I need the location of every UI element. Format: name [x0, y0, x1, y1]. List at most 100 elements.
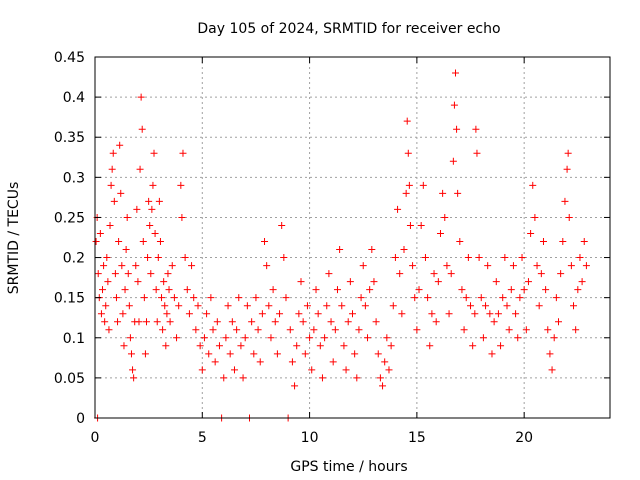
data-point — [342, 366, 350, 374]
data-point — [464, 254, 472, 262]
data-point — [104, 278, 112, 286]
data-point — [114, 318, 122, 326]
data-point — [115, 238, 123, 246]
data-point — [449, 157, 457, 165]
data-point — [344, 318, 352, 326]
data-point — [490, 318, 498, 326]
data-point — [529, 181, 537, 189]
data-point — [108, 165, 116, 173]
data-point — [563, 165, 571, 173]
data-point — [235, 294, 243, 302]
data-point — [215, 342, 223, 350]
data-point — [477, 294, 485, 302]
data-point — [387, 342, 395, 350]
data-point — [552, 294, 560, 302]
data-point — [190, 294, 198, 302]
data-point — [550, 334, 558, 342]
data-point — [269, 286, 277, 294]
data-point — [141, 350, 149, 358]
data-point — [129, 366, 137, 374]
data-point — [267, 334, 275, 342]
data-point — [443, 262, 451, 270]
data-point — [116, 141, 124, 149]
data-points — [92, 69, 590, 422]
data-point — [329, 358, 337, 366]
data-point — [557, 270, 565, 278]
data-point — [450, 101, 458, 109]
data-point — [99, 286, 107, 294]
x-tick-label: 0 — [91, 430, 100, 446]
data-point — [403, 117, 411, 125]
data-point — [391, 254, 399, 262]
data-point — [110, 197, 118, 205]
data-point — [135, 318, 143, 326]
data-point — [486, 310, 494, 318]
data-point — [372, 318, 380, 326]
data-point — [200, 334, 208, 342]
data-point — [149, 181, 157, 189]
data-point — [430, 270, 438, 278]
data-point — [475, 254, 483, 262]
data-point — [453, 125, 461, 133]
data-point — [205, 350, 213, 358]
data-point — [574, 286, 582, 294]
data-point — [436, 229, 444, 237]
data-point — [164, 270, 172, 278]
data-point — [243, 302, 251, 310]
data-point — [473, 149, 481, 157]
data-point — [126, 334, 134, 342]
data-point — [166, 318, 174, 326]
data-point — [346, 278, 354, 286]
data-point — [561, 197, 569, 205]
y-tick-label: 0.4 — [63, 90, 85, 106]
data-point — [228, 318, 236, 326]
data-point — [134, 278, 142, 286]
data-point — [570, 302, 578, 310]
data-point — [572, 326, 580, 334]
data-point — [507, 286, 515, 294]
data-point — [140, 294, 148, 302]
data-point — [125, 302, 133, 310]
data-point — [107, 181, 115, 189]
y-tick-label: 0.1 — [63, 331, 85, 347]
y-tick-label: 0.35 — [54, 130, 85, 146]
plot-frame — [94, 56, 611, 419]
data-point — [306, 334, 314, 342]
data-point — [94, 270, 102, 278]
data-point — [185, 310, 193, 318]
data-point — [509, 262, 517, 270]
data-point — [150, 149, 158, 157]
data-point — [175, 302, 183, 310]
data-point — [353, 374, 361, 382]
y-tick-label: 0.45 — [54, 50, 85, 66]
data-point — [458, 286, 466, 294]
data-point — [239, 374, 247, 382]
data-point — [112, 294, 120, 302]
data-point — [469, 342, 477, 350]
data-point — [548, 366, 556, 374]
data-point — [155, 197, 163, 205]
data-point — [250, 350, 258, 358]
y-tick-label: 0.2 — [63, 251, 85, 267]
data-point — [314, 310, 322, 318]
data-point — [120, 342, 128, 350]
data-point — [276, 310, 284, 318]
data-point — [194, 302, 202, 310]
data-point — [188, 262, 196, 270]
data-point — [109, 149, 117, 157]
data-point — [454, 189, 462, 197]
data-point — [263, 262, 271, 270]
grid-layer — [95, 57, 610, 418]
data-point — [535, 302, 543, 310]
data-point — [213, 318, 221, 326]
data-point — [256, 358, 264, 366]
data-point — [241, 334, 249, 342]
data-point — [96, 229, 104, 237]
data-point — [203, 310, 211, 318]
data-point — [531, 213, 539, 221]
data-point — [462, 294, 470, 302]
data-point — [271, 318, 279, 326]
data-point — [411, 294, 419, 302]
data-point — [494, 310, 502, 318]
data-point — [544, 326, 552, 334]
